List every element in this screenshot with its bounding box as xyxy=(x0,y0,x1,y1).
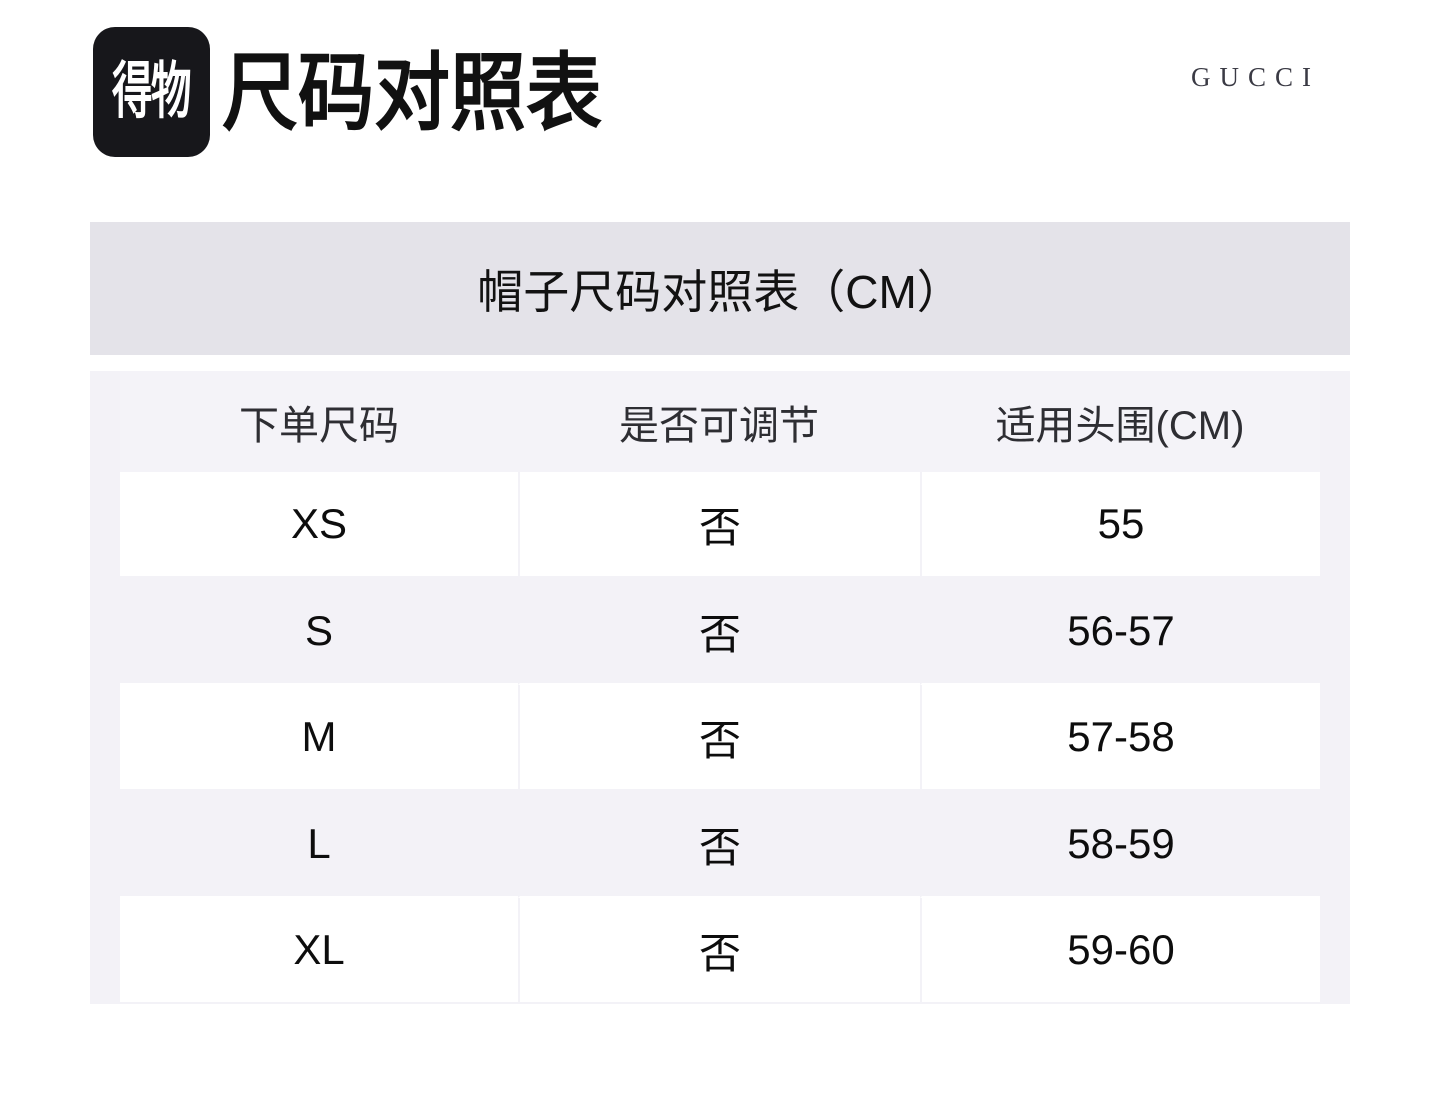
column-header-head-circumference: 适用头围(CM) xyxy=(995,403,1245,448)
table-body: 下单尺码 是否可调节 适用头围(CM) XS 否 55 S 否 56-57 M … xyxy=(90,371,1350,1004)
cell-size: M xyxy=(120,685,518,791)
cell-size: XL xyxy=(120,898,518,1004)
cell-adjustable: 否 xyxy=(518,792,920,898)
size-chart-table: 帽子尺码对照表（CM） 下单尺码 是否可调节 适用头围(CM) XS 否 55 … xyxy=(90,222,1350,1004)
column-header-adjustable: 是否可调节 xyxy=(619,403,819,448)
cell-size: XS xyxy=(120,472,518,578)
brand-wordmark: GUCCI xyxy=(1190,62,1320,92)
page-title: 尺码对照表 xyxy=(222,46,602,142)
cell-head-circumference: 57-58 xyxy=(920,685,1320,791)
column-header-size: 下单尺码 xyxy=(239,403,399,448)
cell-adjustable: 否 xyxy=(518,898,920,1004)
caption-divider xyxy=(90,355,1350,371)
dewu-logo-icon: 得物 xyxy=(93,27,210,157)
cell-adjustable: 否 xyxy=(518,579,920,685)
dewu-logo-label: 得物 xyxy=(112,56,192,128)
cell-head-circumference: 59-60 xyxy=(920,898,1320,1004)
table-header-row: 下单尺码 是否可调节 适用头围(CM) xyxy=(120,371,1320,472)
cell-head-circumference: 55 xyxy=(920,472,1320,578)
table-row: XL 否 59-60 xyxy=(120,898,1320,1004)
cell-size: L xyxy=(120,792,518,898)
cell-head-circumference: 56-57 xyxy=(920,579,1320,685)
table-row: XS 否 55 xyxy=(120,472,1320,578)
table-row: M 否 57-58 xyxy=(120,685,1320,791)
cell-size: S xyxy=(120,579,518,685)
table-row: S 否 56-57 xyxy=(120,578,1320,685)
cell-head-circumference: 58-59 xyxy=(920,792,1320,898)
page-header: 得物 尺码对照表 GUCCI xyxy=(0,0,1440,200)
table-caption: 帽子尺码对照表（CM） xyxy=(90,222,1350,355)
cell-adjustable: 否 xyxy=(518,685,920,791)
cell-adjustable: 否 xyxy=(518,472,920,578)
table-row: L 否 58-59 xyxy=(120,791,1320,898)
